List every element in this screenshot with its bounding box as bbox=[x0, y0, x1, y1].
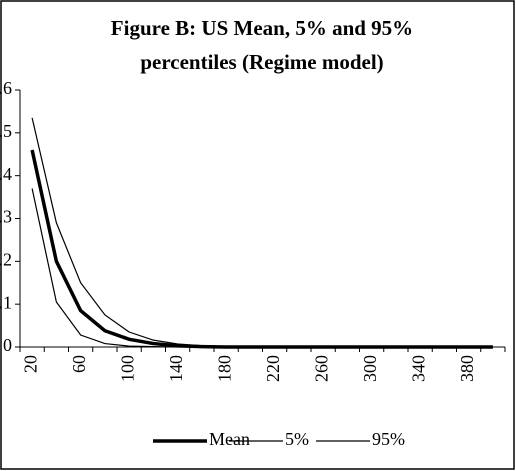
legend-label: Mean bbox=[209, 429, 250, 449]
x-tick-label: 220 bbox=[263, 355, 283, 382]
x-tick-label: 140 bbox=[166, 355, 186, 382]
y-tick-label: 0.3 bbox=[0, 207, 12, 227]
y-tick-label: 0.1 bbox=[0, 292, 12, 312]
x-tick-label: 260 bbox=[311, 355, 331, 382]
x-tick-label: 100 bbox=[117, 355, 137, 382]
y-tick-label: 0.6 bbox=[0, 78, 12, 98]
x-tick-label: 380 bbox=[457, 355, 477, 382]
series-line bbox=[31, 117, 493, 348]
x-tick-label: 60 bbox=[69, 355, 89, 373]
x-tick-label: 340 bbox=[408, 355, 428, 382]
x-tick-label: 300 bbox=[360, 355, 380, 382]
chart-title: Figure B: US Mean, 5% and 95% bbox=[111, 16, 413, 40]
legend-label: 5% bbox=[285, 429, 309, 449]
x-tick-label: 180 bbox=[214, 355, 234, 382]
y-tick-label: 0 bbox=[3, 335, 12, 355]
legend-label: 95% bbox=[372, 429, 405, 449]
y-tick-label: 0.2 bbox=[0, 249, 12, 269]
x-tick-label: 20 bbox=[20, 355, 40, 373]
y-tick-label: 0.4 bbox=[0, 164, 12, 184]
chart-title: percentiles (Regime model) bbox=[140, 50, 383, 74]
y-tick-label: 0.5 bbox=[0, 121, 12, 141]
